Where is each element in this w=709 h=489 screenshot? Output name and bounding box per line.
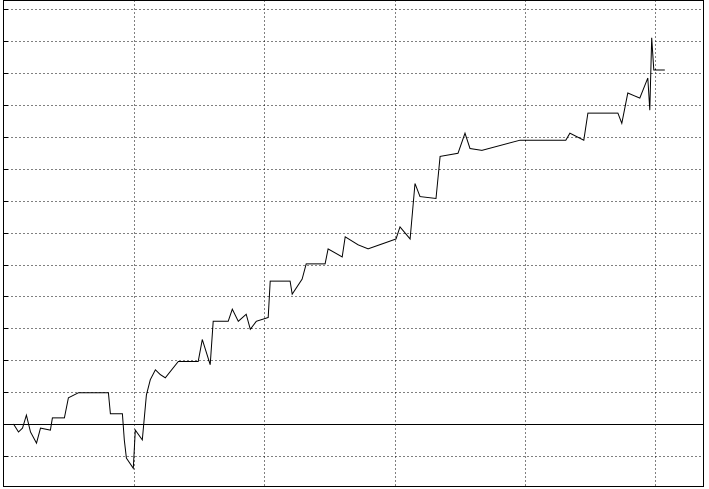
- data-line: [13, 37, 665, 470]
- plot-frame: [3, 0, 704, 487]
